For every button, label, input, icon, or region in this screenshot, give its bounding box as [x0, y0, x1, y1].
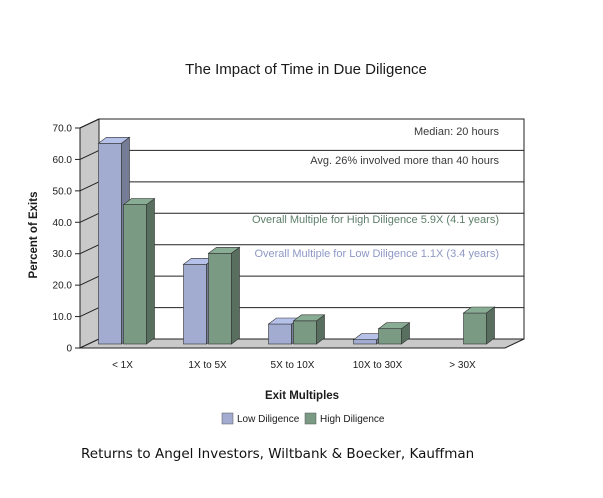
y-axis-ticks: 0 10.0 20.0 30.0 40.0 50.0 60.0 70.0	[53, 124, 81, 355]
y-tick-label: 40.0	[53, 218, 73, 229]
y-tick-label: 60.0	[53, 155, 73, 166]
annotations: Median: 20 hours Avg. 26% involved more t…	[252, 126, 499, 260]
y-tick-label: 50.0	[53, 186, 73, 197]
gridline-wall	[79, 181, 100, 192]
bars	[97, 136, 496, 345]
bar-high-diligence	[292, 314, 326, 345]
y-tick-label: 20.0	[53, 281, 73, 292]
x-tick-label: 10X to 30X	[353, 360, 403, 371]
gridline-wall	[79, 275, 100, 286]
bar-high-diligence	[122, 197, 156, 345]
left-wall	[79, 118, 100, 349]
legend-label: Low Diligence	[237, 414, 300, 425]
annotation: Overall Multiple for High Diligence 5.9X…	[252, 214, 499, 226]
gridline-wall	[79, 149, 100, 160]
y-tick-label: 70.0	[53, 124, 73, 135]
bar-high-diligence	[377, 322, 411, 345]
x-axis-ticks: < 1X 1X to 5X 5X to 10X 10X to 30X > 30X	[112, 360, 476, 371]
source-caption: Returns to Angel Investors, Wiltbank & B…	[81, 446, 475, 462]
annotation: Avg. 26% involved more than 40 hours	[310, 155, 499, 167]
x-axis-title: Exit Multiples	[265, 390, 339, 402]
x-tick-label: < 1X	[112, 360, 133, 371]
chart-title: The Impact of Time in Due Diligence	[185, 61, 427, 78]
legend-swatch	[304, 412, 317, 425]
x-tick-label: > 30X	[449, 360, 476, 371]
gridline-wall	[79, 307, 100, 318]
y-tick-label: 30.0	[53, 249, 73, 260]
gridline-wall	[79, 118, 100, 129]
gridline-wall	[79, 212, 100, 223]
x-tick-label: 1X to 5X	[188, 360, 227, 371]
back-wall	[98, 118, 525, 340]
y-tick-label: 10.0	[53, 312, 73, 323]
y-axis-title: Percent of Exits	[28, 192, 40, 279]
x-tick-label: 5X to 10X	[271, 360, 315, 371]
y-tick-label: 0	[66, 344, 72, 355]
bar-high-diligence	[462, 306, 496, 345]
bar-high-diligence	[207, 246, 241, 345]
annotation: Median: 20 hours	[414, 126, 499, 138]
legend-label: High Diligence	[320, 414, 385, 425]
gridlines	[79, 118, 524, 318]
gridline-wall	[79, 244, 100, 255]
legend: Low Diligence High Diligence	[221, 412, 385, 425]
legend-swatch	[221, 412, 234, 425]
annotation: Overall Multiple for Low Diligence 1.1X …	[254, 248, 499, 260]
